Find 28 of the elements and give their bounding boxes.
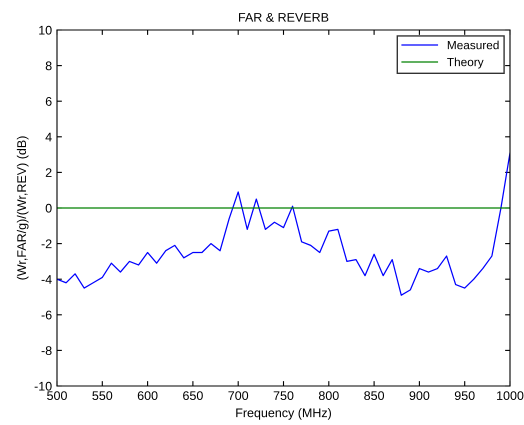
y-tick-label: -8 [42,346,52,356]
x-tick-label: 700 [228,391,248,400]
legend-label: Theory [447,58,484,69]
x-tick-label: 650 [183,391,203,400]
x-axis-title: Frequency (MHz) [236,408,331,420]
x-tick-label: 900 [410,391,430,400]
y-tick-label: 6 [46,97,52,106]
y-tick-label: 10 [39,26,52,35]
y-tick-label: -10 [34,382,52,391]
x-tick-label: 800 [318,391,339,400]
y-tick-label: -6 [42,310,52,320]
y-tick-label: 8 [46,61,52,70]
x-tick-label: 600 [138,391,158,400]
x-tick-label: 550 [92,391,112,400]
y-tick-label: -4 [42,275,52,284]
y-axis-title: (Wr,FAR/g)/(Wr,REV) (dB) [16,136,29,280]
line-series [57,152,510,296]
x-tick-label: 1000 [497,391,524,400]
chart-title: FAR & REVERB [239,13,328,22]
y-tick-label: 0 [46,204,52,213]
x-tick-label: 850 [364,391,384,400]
x-tick-label: 500 [47,391,67,400]
y-tick-label: 2 [46,168,52,177]
y-tick-label: 4 [45,132,52,142]
x-tick-label: 950 [454,391,475,400]
x-tick-label: 750 [274,391,294,400]
y-tick-label: -2 [42,239,52,248]
legend-label: Measured [448,40,499,50]
